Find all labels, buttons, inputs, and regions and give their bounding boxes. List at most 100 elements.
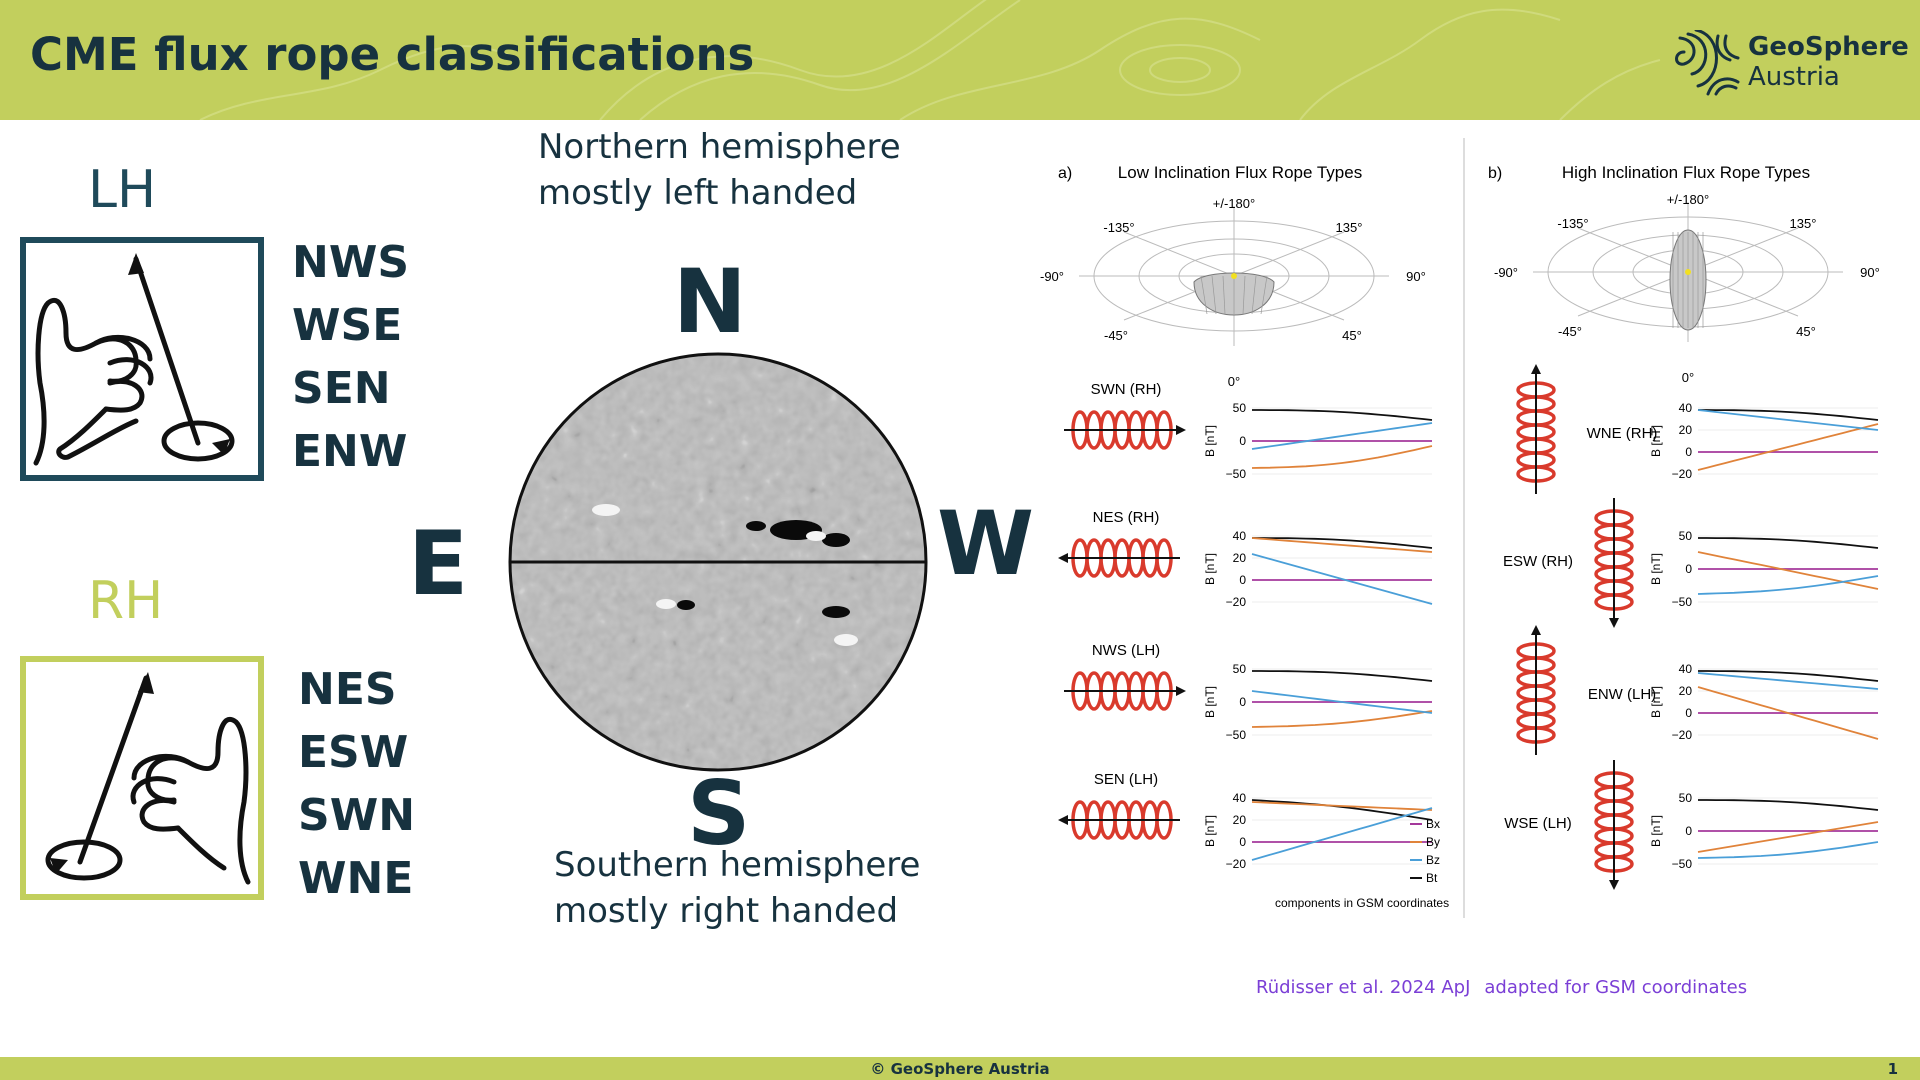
a-row-chart-4-bz-line <box>1251 807 1433 861</box>
a-row-chart-4-tick: −20 <box>1226 857 1247 871</box>
a-row-rope-1-arrow <box>1176 425 1186 435</box>
a-row-chart-1-bt-line <box>1252 409 1433 421</box>
a-row-chart-3-tick: 50 <box>1233 662 1247 676</box>
polar-b-label-top: +/-180° <box>1667 192 1709 207</box>
lh-codes: NWS WSE SEN ENW <box>292 231 409 483</box>
rh-code-1: NES <box>298 664 397 715</box>
a-row-chart-1-by-line <box>1251 445 1433 469</box>
polar-a-label-br: 45° <box>1342 328 1362 343</box>
polar-a-sun-marker <box>1231 273 1237 279</box>
b-row-chart-2-tick: 0 <box>1685 562 1692 576</box>
a-row-rope-4 <box>1058 800 1180 840</box>
lh-code-4: ENW <box>292 426 408 477</box>
a-row-chart-4-ylabel: B [nT] <box>1203 815 1217 847</box>
panel-a-rows: SWN (RH) 50 0 −50 B [nT] NES (RH) 40 20 0 −20 B [n… <box>1058 381 1433 871</box>
b-row-chart-3-ylabel: B [nT] <box>1649 686 1663 718</box>
geosphere-logo-icon <box>1675 28 1740 96</box>
legend-by: By <box>1426 835 1440 849</box>
polar-a-mesh-line <box>1260 275 1268 315</box>
logo-line2: Austria <box>1748 62 1840 92</box>
b-row-chart-1-bz-line <box>1697 409 1879 431</box>
southern-hemisphere-text: Southern hemisphere mostly right handed <box>554 842 920 934</box>
b-row-rope-1-arrow <box>1531 364 1541 374</box>
b-row-label-1: WNE (RH) <box>1587 425 1658 442</box>
rh-code-3: SWN <box>298 790 416 841</box>
polar-b-label-right: 90° <box>1860 265 1880 280</box>
a-row-chart-4-tick: 0 <box>1239 835 1246 849</box>
polar-a-mesh-line <box>1242 275 1246 315</box>
lh-label: LH <box>88 160 157 220</box>
polar-b-label-tr: 135° <box>1790 216 1817 231</box>
a-row-label-1: SWN (RH) <box>1091 381 1162 398</box>
polar-a-label-left: -90° <box>1040 269 1064 284</box>
north-line2: mostly left handed <box>538 173 858 213</box>
south-line2: mostly right handed <box>554 891 899 931</box>
b-row-label-4: WSE (LH) <box>1504 815 1572 832</box>
b-row-chart-4-by-line <box>1697 821 1879 853</box>
legend-bz: Bz <box>1426 853 1440 867</box>
b-row-label-3: ENW (LH) <box>1588 686 1656 703</box>
south-line1: Southern hemisphere <box>554 845 921 885</box>
rh-code-4: WNE <box>298 853 414 904</box>
b-row-label-2: ESW (RH) <box>1503 553 1573 570</box>
polar-a-label-bottom: 0° <box>1228 374 1240 389</box>
gsm-note: components in GSM coordinates <box>1275 896 1449 910</box>
rh-code-2: ESW <box>298 727 409 778</box>
compass-w: W <box>937 492 1035 595</box>
b-row-chart-3-tick: 0 <box>1685 706 1692 720</box>
b-row-chart-4-tick: −50 <box>1672 857 1693 871</box>
b-row-chart-3-by-line <box>1697 686 1879 740</box>
a-row-chart-1-tick: −50 <box>1226 467 1247 481</box>
b-row-chart-3-tick: 20 <box>1679 684 1693 698</box>
panel-b-letter: b) <box>1488 165 1502 182</box>
b-row-rope-2 <box>1594 498 1634 628</box>
compass-s: S <box>687 762 751 865</box>
polar-b-label-tl: -135° <box>1557 216 1588 231</box>
b-row-chart-4-tick: 50 <box>1679 791 1693 805</box>
polar-b-label-left: -90° <box>1494 265 1518 280</box>
a-row-chart-1-tick: 50 <box>1233 401 1247 415</box>
b-row-chart-4-ylabel: B [nT] <box>1649 815 1663 847</box>
b-row-chart-4-tick: 0 <box>1685 824 1692 838</box>
polar-a-label-bl: -45° <box>1104 328 1128 343</box>
b-row-rope-2-arrow <box>1609 618 1619 628</box>
left-hand-rule-icon <box>33 253 235 466</box>
page-title: CME flux rope classifications <box>30 28 755 81</box>
b-row-rope-4 <box>1594 760 1634 890</box>
b-row-chart-2-tick: 50 <box>1679 529 1693 543</box>
a-row-chart-4-bt-line <box>1251 799 1433 821</box>
a-row-chart-2-tick: −20 <box>1226 595 1247 609</box>
a-row-chart-2-ylabel: B [nT] <box>1203 553 1217 585</box>
polar-a-mesh-line <box>1222 275 1226 315</box>
b-row-chart-2-by-line <box>1697 551 1879 590</box>
b-row-rope-4-arrow <box>1609 880 1619 890</box>
a-row-chart-2-tick: 40 <box>1233 529 1247 543</box>
topographic-pattern <box>199 0 1661 120</box>
polar-b-sun-marker <box>1685 269 1691 275</box>
panel-a-title: Low Inclination Flux Rope Types <box>1118 163 1362 182</box>
b-row-rope-3-arrow <box>1531 625 1541 635</box>
a-row-rope-1 <box>1064 410 1186 450</box>
a-row-rope-4-arrow <box>1058 815 1068 825</box>
panel-b-title: High Inclination Flux Rope Types <box>1562 163 1810 182</box>
b-row-chart-1-bt-line <box>1698 409 1879 421</box>
rh-hand-box <box>20 656 264 900</box>
polar-plot-a: +/-180° -135° 135° -90° 90° -45° 45° 0° <box>1040 196 1426 389</box>
a-row-rope-2 <box>1058 538 1180 578</box>
polar-b-label-bl: -45° <box>1558 324 1582 339</box>
a-row-chart-3-tick: −50 <box>1226 728 1247 742</box>
right-hand-rule-icon <box>45 672 251 885</box>
polar-plot-b: +/-180° -135° 135° -90° 90° -45° 45° 0° <box>1494 192 1880 385</box>
a-row-chart-3-bt-line <box>1252 670 1433 682</box>
flux-rope-figure: a) Low Inclination Flux Rope Types b) Hi… <box>1040 138 1880 918</box>
citation-note: adapted for GSM coordinates <box>1484 977 1748 998</box>
a-row-chart-3-tick: 0 <box>1239 695 1246 709</box>
b-row-chart-2-ylabel: B [nT] <box>1649 553 1663 585</box>
b-row-chart-4-bt-line <box>1698 799 1879 811</box>
b-row-rope-3 <box>1516 625 1556 755</box>
legend-bx: Bx <box>1426 817 1440 831</box>
b-row-chart-1-tick: 0 <box>1685 445 1692 459</box>
b-row-chart-1-tick: 40 <box>1679 401 1693 415</box>
north-line1: Northern hemisphere <box>538 127 901 167</box>
polar-a-mesh-line <box>1251 275 1257 315</box>
